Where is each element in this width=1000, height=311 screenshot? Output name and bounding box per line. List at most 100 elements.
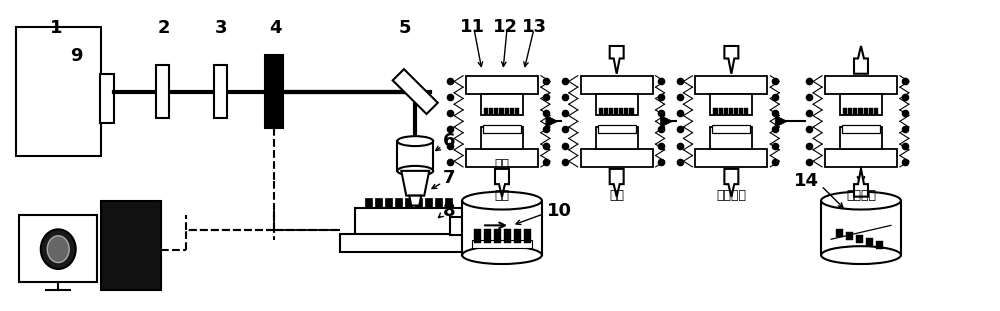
Bar: [385, 197, 392, 207]
Bar: [695, 76, 767, 94]
Polygon shape: [610, 169, 624, 197]
Bar: [214, 65, 227, 118]
Bar: [472, 240, 532, 248]
Text: 14: 14: [794, 172, 819, 190]
Bar: [836, 229, 843, 237]
Bar: [842, 125, 880, 133]
Bar: [712, 125, 750, 133]
Polygon shape: [854, 169, 868, 197]
Bar: [425, 197, 432, 207]
Text: 1: 1: [50, 19, 62, 37]
Bar: [710, 94, 752, 115]
Bar: [524, 229, 531, 243]
Bar: [504, 229, 511, 243]
Bar: [614, 109, 618, 115]
Bar: [16, 27, 101, 156]
Text: 12: 12: [492, 18, 517, 36]
Polygon shape: [401, 171, 429, 196]
Bar: [629, 109, 634, 115]
Text: 11: 11: [460, 18, 485, 36]
Bar: [100, 74, 114, 123]
Bar: [483, 125, 521, 133]
Bar: [450, 217, 480, 235]
Bar: [624, 109, 628, 115]
Bar: [484, 229, 491, 243]
Bar: [435, 197, 442, 207]
Bar: [375, 197, 382, 207]
Text: 9: 9: [70, 47, 82, 65]
Text: 5: 5: [399, 19, 412, 37]
Bar: [484, 109, 488, 115]
Polygon shape: [724, 46, 738, 74]
Bar: [864, 109, 868, 115]
Ellipse shape: [821, 246, 901, 264]
Bar: [596, 94, 638, 115]
Bar: [445, 197, 452, 207]
Bar: [481, 94, 523, 115]
Bar: [505, 109, 509, 115]
Bar: [596, 127, 638, 149]
Text: 冷却脱模: 冷却脱模: [846, 189, 876, 202]
Bar: [397, 141, 433, 171]
Text: 13: 13: [522, 18, 547, 36]
Text: 6: 6: [443, 132, 456, 150]
Ellipse shape: [821, 192, 901, 210]
Bar: [405, 197, 412, 207]
Polygon shape: [661, 115, 673, 127]
Bar: [713, 109, 718, 115]
Bar: [825, 76, 897, 94]
Bar: [853, 109, 857, 115]
Bar: [840, 94, 882, 115]
Bar: [19, 216, 97, 282]
Bar: [843, 109, 847, 115]
Text: 3: 3: [215, 19, 227, 37]
Bar: [846, 232, 853, 240]
Bar: [724, 109, 728, 115]
Bar: [265, 55, 283, 128]
Text: 退火保压: 退火保压: [716, 189, 746, 202]
Text: 2: 2: [158, 19, 170, 37]
Bar: [729, 109, 733, 115]
Bar: [494, 229, 501, 243]
Bar: [710, 127, 752, 149]
Bar: [494, 109, 498, 115]
Bar: [489, 109, 493, 115]
Polygon shape: [393, 69, 438, 114]
Bar: [514, 229, 521, 243]
Bar: [481, 127, 523, 149]
Bar: [856, 235, 863, 243]
Ellipse shape: [397, 166, 433, 176]
Polygon shape: [724, 169, 738, 197]
Bar: [876, 241, 883, 249]
Bar: [581, 76, 653, 94]
Polygon shape: [610, 46, 624, 74]
Bar: [848, 109, 852, 115]
Text: 加热: 加热: [494, 189, 509, 202]
Ellipse shape: [462, 246, 542, 264]
Bar: [825, 149, 897, 167]
Polygon shape: [495, 169, 509, 197]
Bar: [598, 125, 636, 133]
Bar: [415, 197, 422, 207]
Ellipse shape: [47, 236, 69, 262]
Bar: [156, 65, 169, 118]
Text: 4: 4: [269, 19, 282, 37]
Ellipse shape: [462, 192, 542, 210]
Bar: [619, 109, 623, 115]
Bar: [355, 207, 465, 235]
Bar: [695, 149, 767, 167]
Ellipse shape: [397, 136, 433, 146]
Bar: [874, 109, 878, 115]
Polygon shape: [775, 115, 787, 127]
Bar: [468, 216, 480, 252]
Bar: [365, 197, 372, 207]
Bar: [719, 109, 723, 115]
Polygon shape: [409, 196, 421, 206]
Bar: [599, 109, 603, 115]
Text: 7: 7: [443, 169, 456, 187]
Bar: [499, 109, 504, 115]
Bar: [515, 109, 519, 115]
Text: 8: 8: [443, 202, 456, 220]
Bar: [462, 201, 542, 255]
Bar: [101, 201, 161, 290]
